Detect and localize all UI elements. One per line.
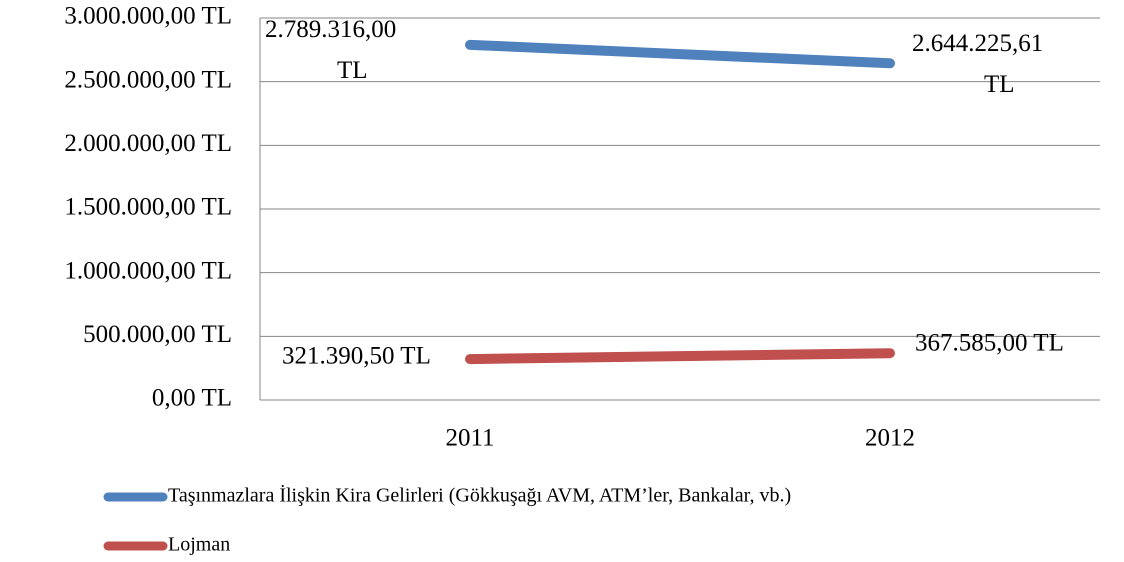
y-tick-label: 1.500.000,00 TL — [64, 194, 232, 221]
data-label: 2.644.225,61 TL — [912, 30, 1050, 98]
data-label: 367.585,00 TL — [915, 330, 1064, 357]
y-tick-label: 0,00 TL — [152, 385, 232, 412]
y-tick-label: 2.000.000,00 TL — [64, 130, 232, 157]
x-tick-label: 2011 — [445, 425, 494, 452]
x-tick-label: 2012 — [865, 425, 915, 452]
series-line — [465, 39, 895, 69]
legend-label: Lojman — [168, 534, 230, 556]
y-tick-label: 500.000,00 TL — [83, 321, 232, 348]
series-line — [465, 348, 895, 365]
data-label: 2.789.316,00 TL — [265, 16, 403, 84]
y-tick-label: 2.500.000,00 TL — [64, 66, 232, 93]
data-label: 321.390,50 TL — [282, 343, 431, 370]
y-tick-label: 1.000.000,00 TL — [64, 257, 232, 284]
y-tick-label: 3.000.000,00 TL — [64, 3, 232, 30]
legend-label: Taşınmazlara İlişkin Kira Gelirleri (Gök… — [168, 484, 791, 507]
